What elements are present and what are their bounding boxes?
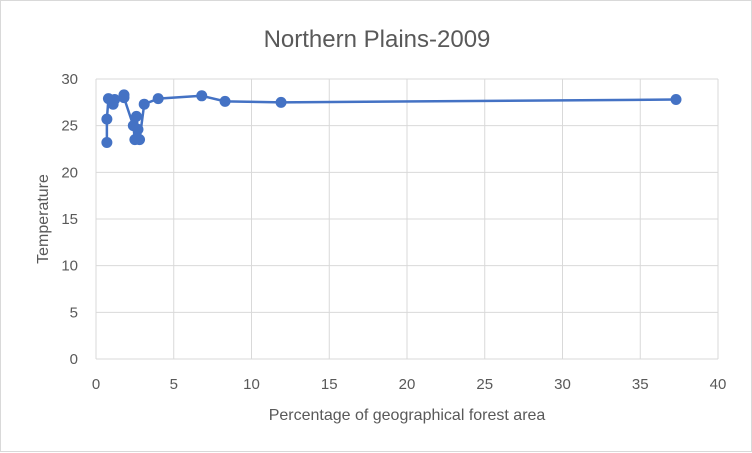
y-axis-label: Temperature [35,174,52,264]
series-polyline [105,93,677,143]
data-point [118,92,130,104]
x-axis-label: Percentage of geographical forest area [269,407,546,424]
x-tick-label: 35 [632,376,649,393]
x-tick-label: 5 [170,376,178,393]
data-point [152,93,164,105]
x-tick-label: 15 [321,376,338,393]
data-point [196,90,208,102]
x-tick-label: 0 [92,376,100,393]
y-tick-label: 0 [70,351,78,368]
x-tick-labels: 0 5 10 15 20 25 30 35 40 [92,376,727,393]
data-point [670,94,682,106]
x-tick-label: 40 [710,376,727,393]
data-point [138,98,150,110]
data-point [101,136,113,148]
x-tick-label: 20 [399,376,416,393]
x-tick-label: 30 [554,376,571,393]
y-tick-label: 30 [61,71,78,88]
x-tick-label: 10 [243,376,260,393]
y-tick-label: 15 [61,211,78,228]
y-tick-label: 20 [61,164,78,181]
series-points [101,89,682,148]
data-point [109,94,121,106]
y-tick-label: 10 [61,258,78,275]
data-point [219,95,231,107]
x-tick-label: 25 [476,376,493,393]
data-point [275,96,287,108]
data-point [130,110,142,122]
series-line [105,93,677,143]
data-point [134,134,146,146]
chart-title: Northern Plains-2009 [264,26,491,53]
y-tick-label: 5 [70,304,78,321]
data-point [101,113,113,125]
gridlines [95,78,719,360]
data-point [132,123,144,135]
y-tick-label: 25 [61,118,78,135]
y-tick-labels: 0 5 10 15 20 25 30 [61,71,78,368]
